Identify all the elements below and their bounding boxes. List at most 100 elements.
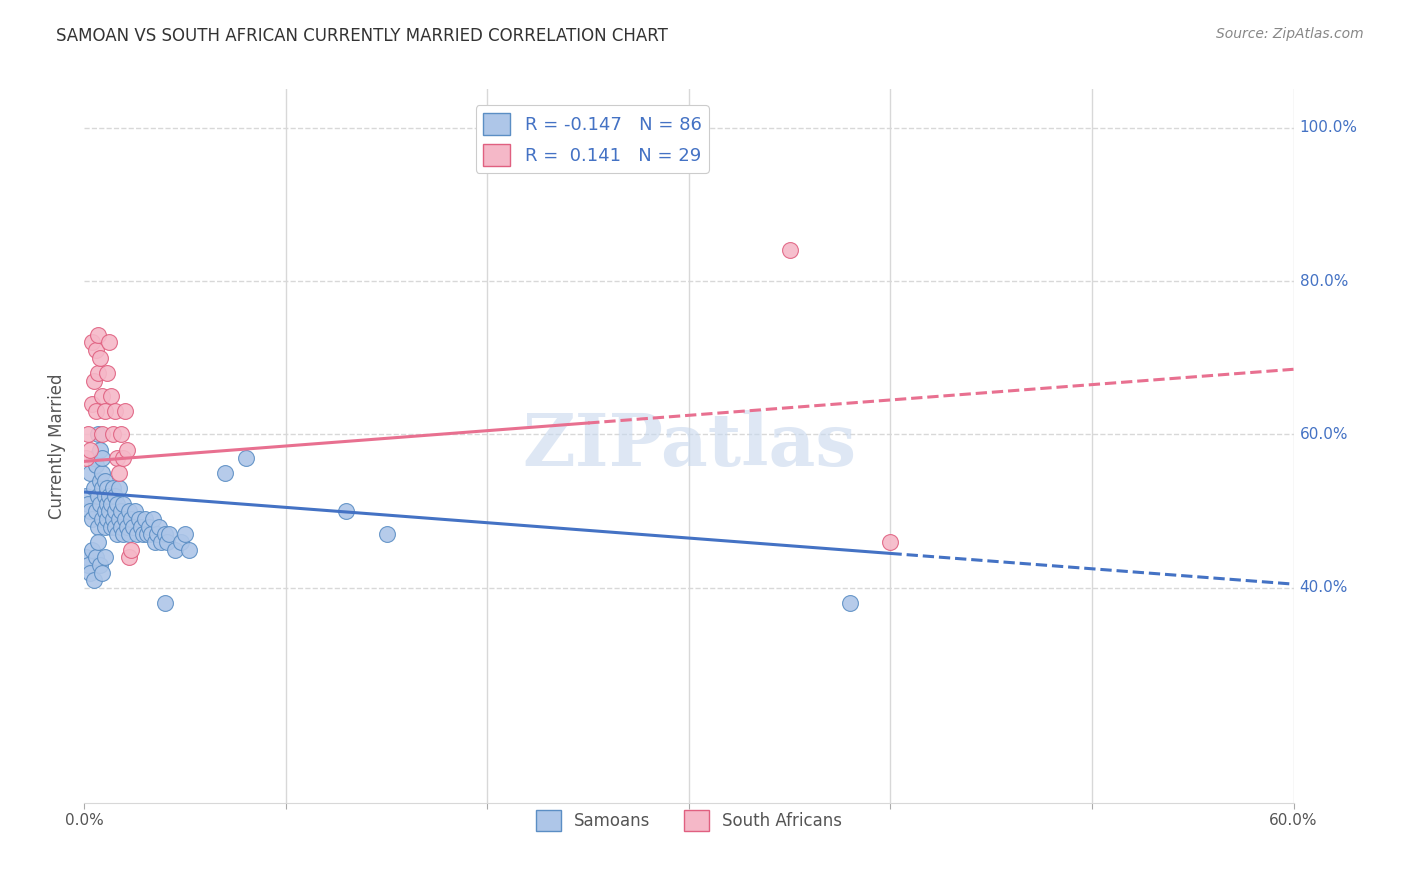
Point: [111, 497, 134, 511]
Point: [86, 504, 108, 518]
Point: [89, 474, 111, 488]
Point: [97, 335, 120, 350]
Point: [115, 442, 138, 457]
Point: [107, 481, 129, 495]
Point: [75, 550, 97, 565]
Point: [107, 466, 129, 480]
Point: [100, 519, 122, 533]
Point: [87, 327, 110, 342]
Point: [93, 489, 115, 503]
Text: 100.0%: 100.0%: [1299, 120, 1358, 135]
Point: [105, 497, 128, 511]
Point: [111, 450, 134, 465]
Point: [335, 504, 357, 518]
Text: 60.0%: 60.0%: [1299, 427, 1348, 442]
Text: ZIPatlas: ZIPatlas: [522, 410, 856, 482]
Point: [87, 519, 110, 533]
Point: [79, 466, 101, 480]
Point: [104, 404, 127, 418]
Point: [93, 550, 115, 565]
Point: [100, 497, 122, 511]
Point: [118, 527, 141, 541]
Point: [82, 512, 104, 526]
Point: [125, 527, 148, 541]
Point: [101, 481, 124, 495]
Point: [142, 512, 165, 526]
Point: [104, 519, 127, 533]
Point: [87, 366, 110, 380]
Point: [75, 489, 97, 503]
Point: [93, 504, 115, 518]
Point: [110, 519, 132, 533]
Point: [143, 535, 166, 549]
Point: [79, 442, 101, 457]
Point: [96, 366, 118, 380]
Point: [157, 527, 180, 541]
Point: [89, 442, 111, 457]
Point: [89, 497, 111, 511]
Point: [91, 389, 114, 403]
Point: [96, 497, 118, 511]
Point: [83, 481, 105, 495]
Point: [101, 427, 124, 442]
Point: [75, 450, 97, 465]
Point: [179, 542, 201, 557]
Point: [149, 535, 172, 549]
Point: [87, 535, 110, 549]
Text: Source: ZipAtlas.com: Source: ZipAtlas.com: [1216, 27, 1364, 41]
Point: [134, 512, 156, 526]
Point: [79, 566, 101, 580]
Point: [375, 527, 398, 541]
Point: [110, 427, 132, 442]
Point: [135, 527, 157, 541]
Point: [96, 512, 118, 526]
Point: [97, 489, 120, 503]
Point: [165, 542, 187, 557]
Point: [174, 527, 197, 541]
Point: [86, 458, 108, 473]
Point: [115, 519, 138, 533]
Point: [146, 527, 169, 541]
Y-axis label: Currently Married: Currently Married: [48, 373, 66, 519]
Text: SAMOAN VS SOUTH AFRICAN CURRENTLY MARRIED CORRELATION CHART: SAMOAN VS SOUTH AFRICAN CURRENTLY MARRIE…: [56, 27, 668, 45]
Point: [129, 519, 152, 533]
Point: [77, 558, 100, 572]
Point: [93, 519, 115, 533]
Point: [91, 427, 114, 442]
Point: [170, 535, 193, 549]
Point: [153, 527, 176, 541]
Point: [120, 512, 142, 526]
Point: [879, 535, 901, 549]
Point: [105, 527, 128, 541]
Text: 80.0%: 80.0%: [1299, 274, 1348, 288]
Point: [96, 481, 118, 495]
Point: [83, 574, 105, 588]
Point: [153, 596, 176, 610]
Point: [91, 481, 114, 495]
Point: [111, 527, 134, 541]
Point: [86, 550, 108, 565]
Point: [93, 474, 115, 488]
Point: [91, 566, 114, 580]
Point: [124, 504, 146, 518]
Point: [107, 512, 129, 526]
Point: [110, 504, 132, 518]
Point: [128, 512, 150, 526]
Point: [100, 389, 122, 403]
Point: [77, 427, 100, 442]
Point: [114, 512, 136, 526]
Point: [156, 535, 179, 549]
Point: [82, 542, 104, 557]
Point: [104, 504, 127, 518]
Point: [105, 450, 128, 465]
Point: [214, 466, 236, 480]
Point: [89, 351, 111, 365]
Point: [86, 343, 108, 357]
Point: [77, 497, 100, 511]
Point: [235, 450, 257, 465]
Point: [86, 404, 108, 418]
Legend: Samoans, South Africans: Samoans, South Africans: [529, 804, 849, 838]
Point: [132, 527, 155, 541]
Point: [91, 450, 114, 465]
Point: [148, 519, 170, 533]
